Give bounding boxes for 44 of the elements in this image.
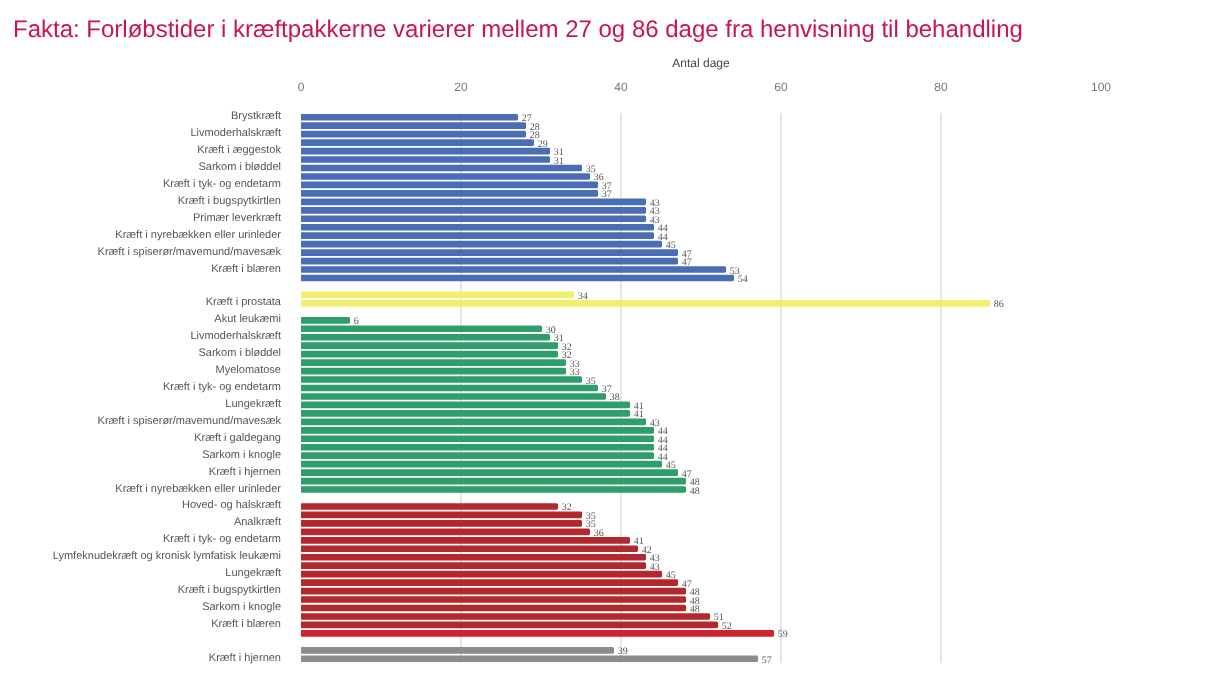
bar (301, 164, 582, 172)
bar (301, 122, 526, 130)
bar (301, 173, 590, 180)
bar (301, 545, 638, 553)
bar (301, 274, 734, 282)
bar (301, 477, 686, 485)
bar (301, 113, 518, 121)
bar (301, 452, 654, 460)
chart-title: Fakta: Forløbstider i kræftpakkerne varierer mellem 27 og 86 dage fra henvisning til behandling (13, 15, 1023, 43)
bar (301, 418, 646, 426)
bar (301, 469, 678, 476)
bar (301, 630, 774, 637)
bar (301, 596, 686, 603)
bar (301, 342, 558, 350)
bar (301, 655, 758, 663)
bar (301, 511, 582, 519)
bar (301, 520, 582, 527)
bar (301, 384, 598, 392)
bar (301, 553, 646, 561)
bar (301, 215, 646, 223)
bar (301, 536, 630, 544)
bar (301, 401, 630, 409)
bar (301, 359, 566, 366)
bar (301, 613, 710, 620)
bar (301, 232, 654, 240)
bar (301, 587, 686, 595)
bar (301, 147, 550, 155)
bar (301, 266, 726, 273)
bar (301, 300, 990, 307)
bar (301, 325, 542, 333)
bar (301, 350, 558, 358)
bar (301, 443, 654, 451)
bar (301, 130, 526, 138)
bar (301, 486, 686, 493)
bar (301, 198, 646, 206)
bar (301, 333, 550, 341)
bar (301, 435, 654, 443)
bar (301, 249, 678, 256)
bar (301, 181, 598, 189)
bar (301, 206, 646, 214)
bar (301, 426, 654, 434)
bar (301, 621, 718, 629)
bar (301, 579, 678, 586)
bar (301, 223, 654, 231)
